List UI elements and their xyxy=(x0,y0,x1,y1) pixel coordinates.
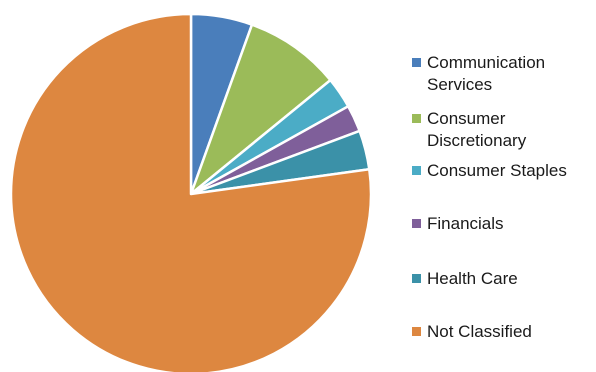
legend-swatch xyxy=(412,114,421,123)
legend-item-consumer-staples: Consumer Staples xyxy=(412,160,587,182)
legend-item-consumer-discretionary: Consumer Discretionary xyxy=(412,108,587,152)
legend-swatch xyxy=(412,219,421,228)
legend-swatch xyxy=(412,58,421,67)
legend-swatch xyxy=(412,274,421,283)
legend-label: Communication Services xyxy=(427,53,546,94)
legend-label: Financials xyxy=(427,214,504,233)
pie-slice-consumer-discretionary xyxy=(189,23,332,196)
legend-label: Consumer Discretionary xyxy=(427,109,527,150)
pie-slice-not-classified xyxy=(9,12,373,372)
legend-swatch xyxy=(412,166,421,175)
legend-item-health-care: Health Care xyxy=(412,268,587,290)
legend-item-financials: Financials xyxy=(412,213,587,235)
legend-label: Consumer Staples xyxy=(427,161,567,180)
legend-item-communication-services: Communication Services xyxy=(412,52,587,96)
legend: Communication Services Consumer Discreti… xyxy=(412,0,596,372)
legend-label: Not Classified xyxy=(427,322,532,341)
legend-swatch xyxy=(412,327,421,336)
legend-label: Health Care xyxy=(427,269,518,288)
legend-item-not-classified: Not Classified xyxy=(412,321,587,343)
